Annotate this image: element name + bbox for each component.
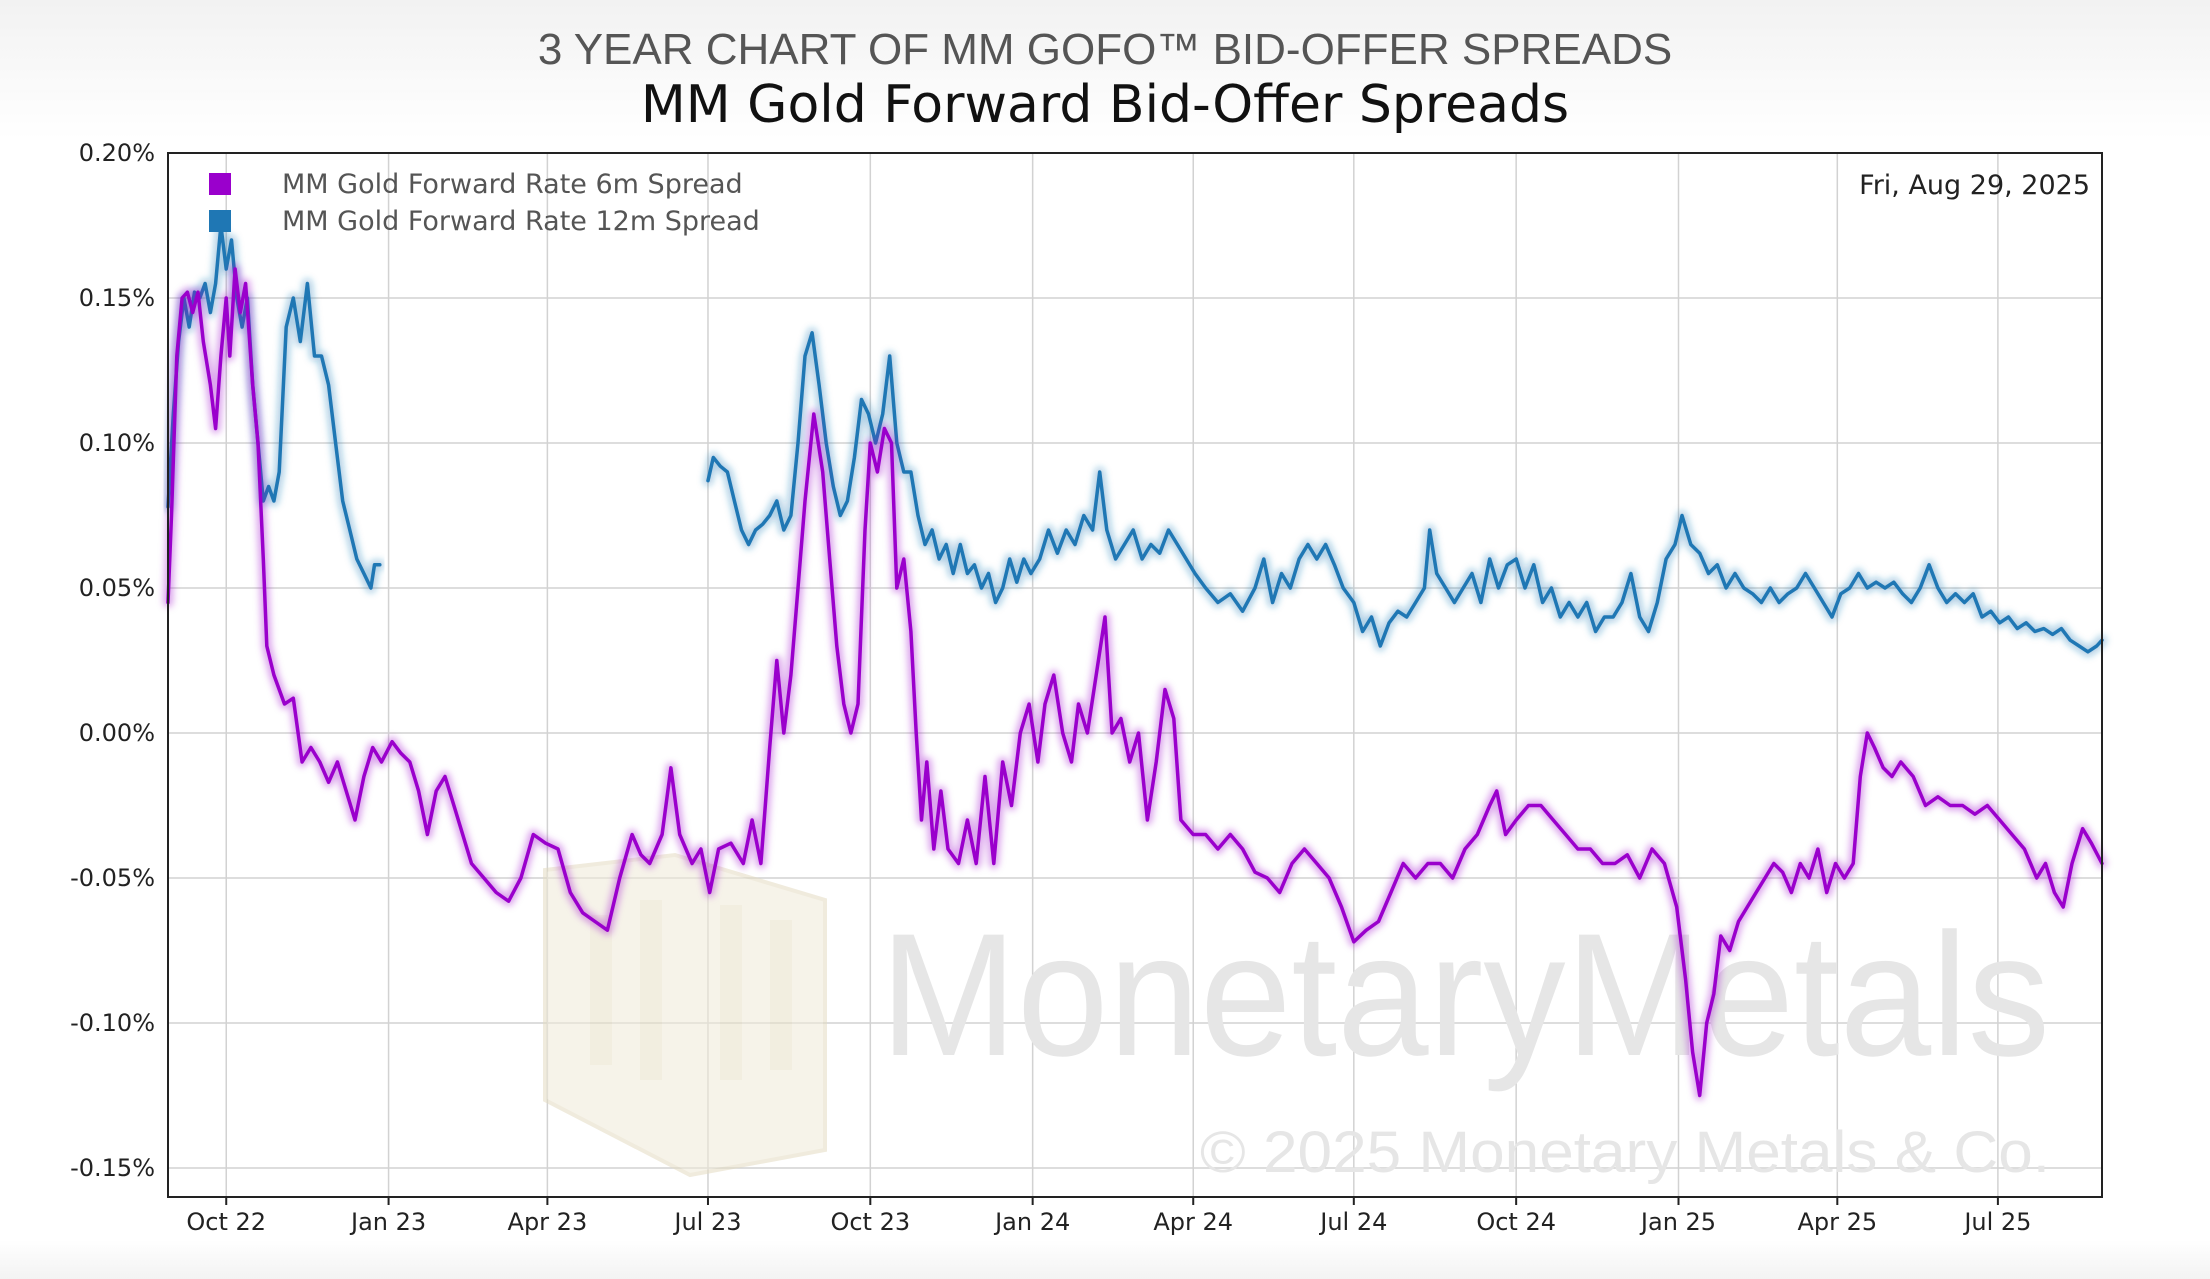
y-tick-label: -0.15% — [70, 1154, 155, 1182]
y-tick-label: 0.15% — [79, 284, 155, 312]
x-axis: Oct 22 Jan 23 Apr 23 Jul 23 Oct 23 Jan 24 Apr … — [186, 1197, 2031, 1236]
y-tick-label: 0.20% — [79, 139, 155, 167]
x-tick-label: Oct 23 — [830, 1208, 910, 1236]
x-tick-label: Jan 24 — [993, 1208, 1070, 1236]
plot-border — [167, 152, 2103, 1198]
x-tick-label: Jul 24 — [1318, 1208, 1387, 1236]
x-tick-label: Jul 25 — [1962, 1208, 2031, 1236]
y-axis: 0.20% 0.15% 0.10% 0.05% 0.00% -0.05% -0.10% -0.… — [70, 139, 155, 1182]
y-tick-label: -0.05% — [70, 864, 155, 892]
watermark-copyright: © 2025 Monetary Metals & Co. — [1200, 1120, 2050, 1185]
series-12m-segment-2-line — [706, 331, 2104, 654]
legend-swatch-6m — [209, 173, 231, 195]
y-tick-label: 0.00% — [79, 719, 155, 747]
y-tick-label: -0.10% — [70, 1009, 155, 1037]
y-tick-label: 0.05% — [79, 574, 155, 602]
x-tick-label: Apr 25 — [1797, 1208, 1877, 1236]
watermark-logo-text: MonetaryMetals — [880, 898, 2050, 1093]
watermark: MonetaryMetals © 2025 Monetary Metals & … — [543, 852, 2050, 1185]
legend: MM Gold Forward Rate 6m Spread MM Gold F… — [209, 169, 760, 237]
x-tick-label: Oct 24 — [1476, 1208, 1556, 1236]
legend-label-12m: MM Gold Forward Rate 12m Spread — [282, 206, 760, 237]
y-tick-label: 0.10% — [79, 429, 155, 457]
x-tick-label: Jan 25 — [1639, 1208, 1716, 1236]
chart-title: MM Gold Forward Bid-Offer Spreads — [641, 75, 1569, 135]
x-tick-label: Jul 23 — [672, 1208, 741, 1236]
watermark-logo-icon — [543, 852, 827, 1178]
legend-label-6m: MM Gold Forward Rate 6m Spread — [282, 169, 743, 200]
series-layer — [163, 220, 2107, 1101]
series-6m-line — [166, 267, 2104, 1098]
as-of-date: Fri, Aug 29, 2025 — [1859, 170, 2090, 201]
chart-supertitle: 3 YEAR CHART OF MM GOFO™ BID-OFFER SPREA… — [538, 25, 1672, 74]
x-tick-label: Jan 23 — [349, 1208, 426, 1236]
legend-swatch-12m — [209, 210, 231, 232]
x-tick-label: Oct 22 — [186, 1208, 266, 1236]
x-tick-label: Apr 23 — [508, 1208, 588, 1236]
x-tick-label: Apr 24 — [1153, 1208, 1233, 1236]
